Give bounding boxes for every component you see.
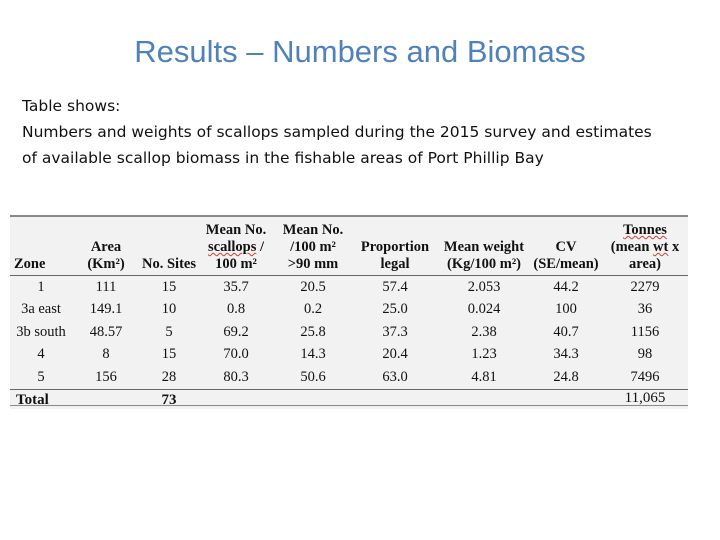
cell-area: 156 [95, 368, 117, 385]
table-row: 4 8 15 70.0 14.3 20.4 1.23 34.3 98 [10, 344, 688, 367]
cell-mean-90: 0.2 [303, 301, 323, 318]
slide-body: Table shows: Numbers and weights of scal… [22, 93, 702, 171]
cell-tonnes: 36 [637, 301, 653, 318]
total-row: Total 73 11,065 [10, 388, 688, 409]
table-bottom-rule [10, 405, 688, 406]
cell-mean-90: 25.8 [300, 323, 326, 340]
body-line-3: of available scallop biomass in the fish… [22, 149, 544, 167]
cell-proportion: 25.0 [382, 301, 408, 318]
cell-mean-90: 50.6 [300, 368, 326, 385]
header-zone: Zone [10, 217, 72, 276]
cell-weight: 4.81 [471, 368, 497, 385]
total-sites: 73 [140, 388, 198, 409]
cell-area: 149.1 [89, 301, 123, 318]
total-label: Total [10, 388, 140, 409]
cell-sites: 10 [161, 301, 177, 318]
cell-mean-no: 70.0 [223, 346, 249, 363]
cell-zone: 3b south [16, 323, 66, 340]
cell-tonnes: 2279 [630, 278, 660, 295]
cell-weight: 1.23 [471, 346, 497, 363]
cell-mean-no: 35.7 [223, 278, 249, 295]
body-line-1: Table shows: [22, 97, 121, 115]
header-area: Area (Km²) [72, 217, 140, 276]
cell-mean-90: 14.3 [300, 346, 326, 363]
cell-cv: 34.3 [553, 346, 579, 363]
table-row: 3a east 149.1 10 0.8 0.2 25.0 0.024 100 … [10, 299, 688, 322]
cell-mean-no: 0.8 [226, 301, 246, 318]
header-proportion: Proportion legal [352, 217, 438, 276]
header-weight: Mean weight (Kg/100 m²) [438, 217, 530, 276]
cell-cv: 40.7 [553, 323, 579, 340]
body-line-2: Numbers and weights of scallops sampled … [22, 123, 652, 141]
cell-zone: 4 [37, 346, 45, 363]
cell-area: 8 [102, 346, 110, 363]
header-row: Zone Area (Km²) No. Sites Mean No. scallop… [10, 217, 688, 276]
table-row: 5 156 28 80.3 50.6 63.0 4.81 24.8 7496 [10, 366, 688, 389]
cell-proportion: 37.3 [382, 323, 408, 340]
results-table: Zone Area (Km²) No. Sites Mean No. scallop… [10, 215, 688, 409]
cell-sites: 15 [161, 346, 177, 363]
cell-weight: 2.053 [467, 278, 501, 295]
cell-cv: 44.2 [553, 278, 579, 295]
cell-tonnes: 98 [637, 346, 653, 363]
cell-mean-90: 20.5 [300, 278, 326, 295]
cell-mean-no: 80.3 [223, 368, 249, 385]
cell-tonnes: 7496 [630, 368, 660, 385]
slide-title: Results – Numbers and Biomass [134, 34, 586, 69]
cell-area: 111 [95, 278, 117, 295]
cell-weight: 0.024 [467, 301, 501, 318]
cell-mean-no: 69.2 [223, 323, 249, 340]
cell-cv: 24.8 [553, 368, 579, 385]
cell-sites: 28 [161, 368, 177, 385]
header-mean-no: Mean No. scallops /100 m² [198, 217, 274, 276]
cell-sites: 15 [161, 278, 177, 295]
cell-zone: 1 [37, 278, 45, 295]
cell-cv: 100 [555, 301, 577, 318]
cell-zone: 3a east [21, 301, 61, 318]
cell-zone: 5 [37, 368, 45, 385]
table-row: 3b south 48.57 5 69.2 25.8 37.3 2.38 40.… [10, 321, 688, 344]
cell-proportion: 57.4 [382, 278, 408, 295]
header-tonnes: Tonnes (mean wt x area) [602, 217, 688, 276]
header-sites: No. Sites [140, 217, 198, 276]
header-mean-90: Mean No./100 m² >90 mm [274, 217, 352, 276]
cell-area: 48.57 [89, 323, 123, 340]
total-tonnes: 11,065 [602, 388, 688, 409]
cell-proportion: 63.0 [382, 368, 408, 385]
cell-weight: 2.38 [471, 323, 497, 340]
cell-sites: 5 [165, 323, 173, 340]
cell-tonnes: 1156 [630, 323, 660, 340]
header-cv: CV (SE/mean) [530, 217, 602, 276]
table-row: 1 111 15 35.7 20.5 57.4 2.053 44.2 2279 [10, 276, 688, 299]
cell-proportion: 20.4 [382, 346, 408, 363]
